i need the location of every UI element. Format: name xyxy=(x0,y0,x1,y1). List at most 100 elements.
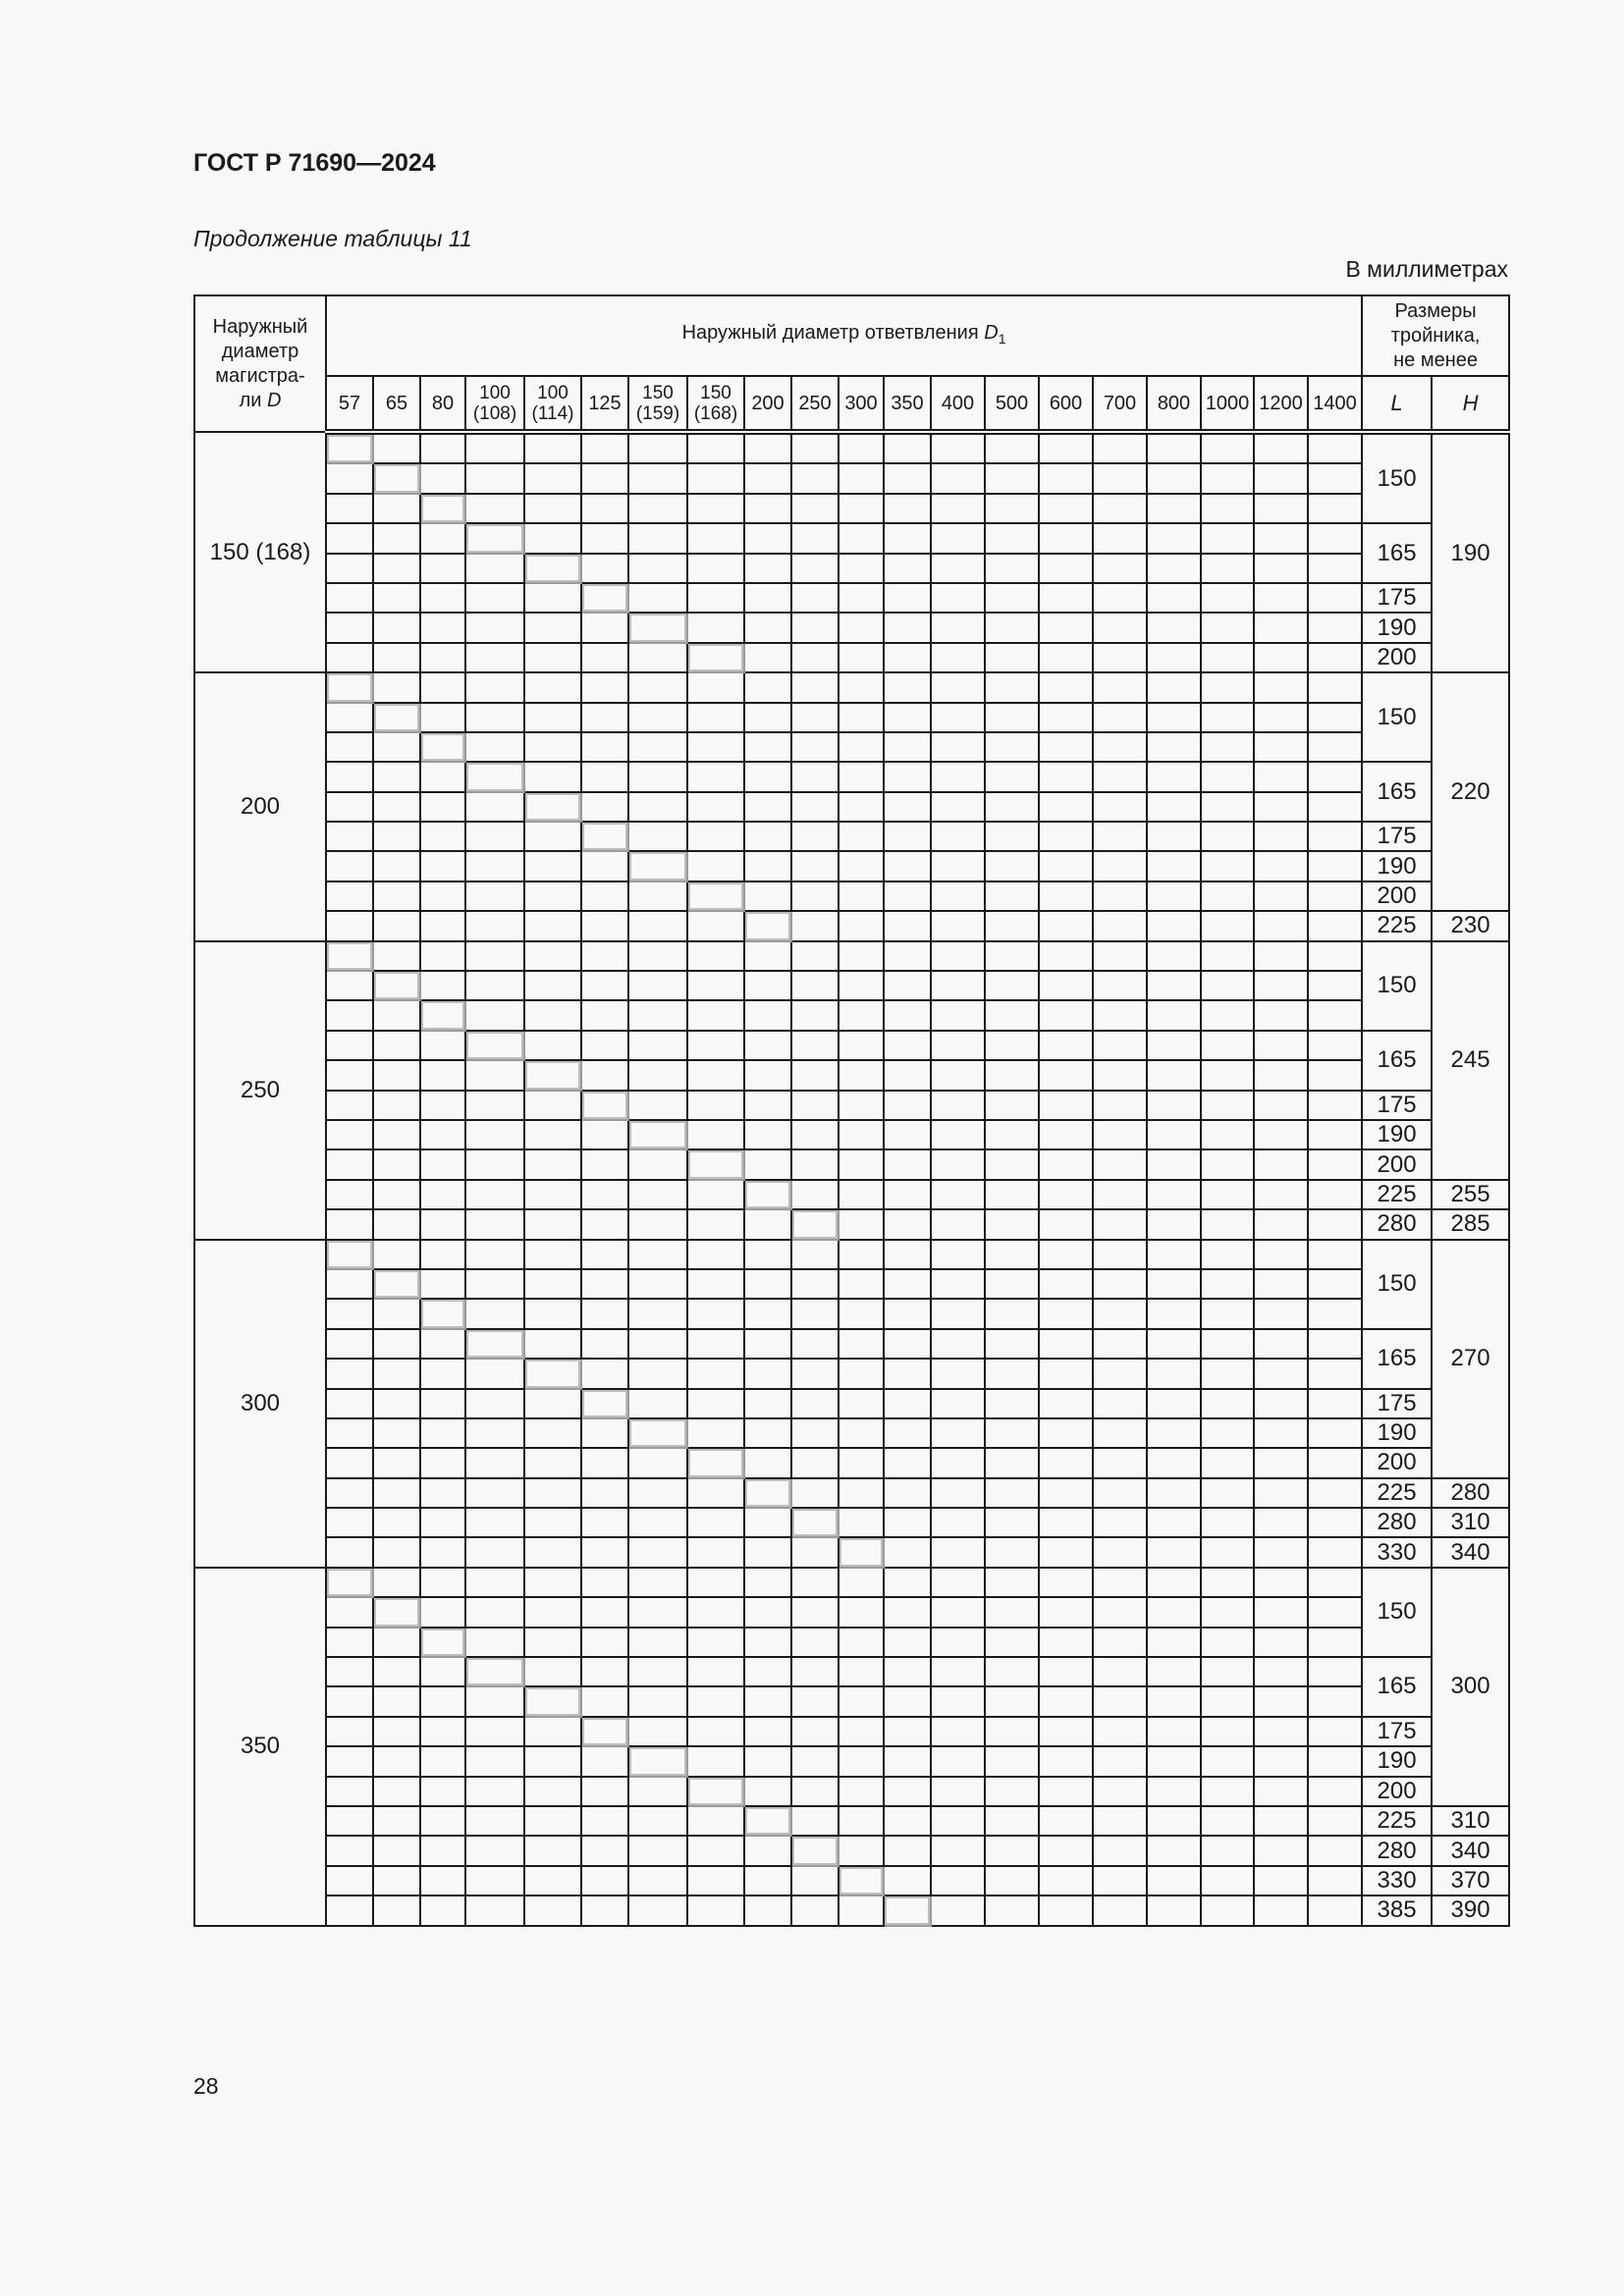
branch-cell xyxy=(1200,1029,1255,1062)
branch-cell xyxy=(883,1507,932,1539)
branch-cell xyxy=(1306,1685,1364,1718)
length-L-cell: 175 xyxy=(1361,581,1434,614)
branch-cell xyxy=(883,1536,932,1569)
branch-cell xyxy=(627,1208,688,1241)
height-H-cell: 340 xyxy=(1431,1536,1511,1569)
height-H-cell: 245 xyxy=(1431,939,1511,1181)
branch-cell xyxy=(1253,1089,1309,1121)
branch-cell xyxy=(1038,1148,1094,1181)
branch-cell xyxy=(1092,1775,1148,1807)
branch-cell xyxy=(838,612,885,644)
branch-cell xyxy=(325,1507,374,1539)
branch-cell xyxy=(930,761,986,793)
branch-cell xyxy=(580,1476,629,1510)
branch-cell xyxy=(790,1208,839,1241)
branch-cell xyxy=(1038,430,1094,465)
table-row xyxy=(194,701,1509,733)
branch-cell xyxy=(627,430,688,465)
branch-cell xyxy=(580,730,629,764)
branch-cell xyxy=(1306,1267,1364,1301)
branch-cell xyxy=(1146,1507,1202,1539)
branch-cell xyxy=(372,1596,421,1629)
branch-cell xyxy=(580,1835,629,1867)
branch-cell xyxy=(464,1059,525,1092)
branch-cell xyxy=(372,671,421,704)
branch-cell xyxy=(1092,1089,1148,1121)
branch-cell xyxy=(790,1507,839,1539)
branch-cell xyxy=(984,1387,1040,1419)
branch-cell xyxy=(1038,730,1094,764)
branch-cell xyxy=(686,671,745,704)
branch-cell xyxy=(838,1507,885,1539)
branch-cell xyxy=(883,1059,932,1092)
branch-cell xyxy=(464,1715,525,1748)
branch-cell xyxy=(1038,1447,1094,1479)
branch-cell xyxy=(930,910,986,942)
branch-cell xyxy=(419,1416,466,1450)
branch-cell xyxy=(790,1895,839,1927)
table-row: 165 xyxy=(194,1327,1509,1390)
branch-cell xyxy=(1306,850,1364,882)
branch-cell xyxy=(523,1685,582,1718)
branch-cell xyxy=(325,910,374,942)
branch-cell xyxy=(790,1118,839,1151)
branch-cell xyxy=(1092,1238,1148,1270)
branch-cell xyxy=(790,1656,839,1688)
branch-cell xyxy=(1200,1507,1255,1539)
branch-cell xyxy=(1092,1864,1148,1897)
branch-cell xyxy=(325,581,374,614)
branch-cell xyxy=(1146,1447,1202,1479)
branch-cell xyxy=(790,910,839,942)
branch-cell xyxy=(1146,730,1202,764)
branch-cell xyxy=(464,552,525,584)
branch-cell xyxy=(883,612,932,644)
header-branch-col: 200 xyxy=(743,375,792,435)
branch-cell xyxy=(790,1358,839,1390)
branch-cell xyxy=(419,999,466,1032)
branch-cell xyxy=(1200,910,1255,942)
branch-cell xyxy=(419,1089,466,1121)
branch-cell xyxy=(419,1835,466,1867)
branch-cell xyxy=(883,641,932,674)
branch-cell xyxy=(790,1416,839,1450)
branch-cell xyxy=(419,1536,466,1569)
branch-cell xyxy=(743,1267,792,1301)
branch-cell xyxy=(627,1238,688,1270)
branch-cell xyxy=(883,970,932,1002)
branch-cell xyxy=(1146,1059,1202,1092)
branch-cell xyxy=(1306,1536,1364,1569)
table-row xyxy=(194,1358,1509,1390)
branch-cell xyxy=(883,1626,932,1659)
table-row: 165 xyxy=(194,1029,1509,1092)
branch-cell xyxy=(1253,910,1309,942)
branch-cell xyxy=(1306,761,1364,793)
branch-cell xyxy=(1146,612,1202,644)
branch-cell xyxy=(419,1298,466,1330)
branch-cell xyxy=(325,1178,374,1211)
branch-cell xyxy=(1200,1358,1255,1390)
branch-cell xyxy=(930,880,986,913)
branch-cell xyxy=(464,430,525,465)
branch-cell xyxy=(686,1148,745,1181)
branch-cell xyxy=(743,671,792,704)
branch-cell xyxy=(1306,730,1364,764)
branch-cell xyxy=(930,1298,986,1330)
branch-cell xyxy=(1146,1178,1202,1211)
branch-cell xyxy=(580,1715,629,1748)
branch-cell xyxy=(984,552,1040,584)
branch-cell xyxy=(1253,970,1309,1002)
branch-cell xyxy=(1146,821,1202,853)
branch-cell xyxy=(325,430,374,465)
branch-cell xyxy=(372,821,421,853)
branch-cell xyxy=(1038,1416,1094,1450)
branch-cell xyxy=(419,880,466,913)
branch-cell xyxy=(1200,790,1255,824)
branch-cell xyxy=(743,939,792,973)
branch-cell xyxy=(627,701,688,733)
branch-cell xyxy=(580,1029,629,1062)
branch-cell xyxy=(1092,1387,1148,1419)
branch-cell xyxy=(372,1118,421,1151)
branch-cell xyxy=(580,701,629,733)
branch-cell xyxy=(790,1327,839,1361)
branch-cell xyxy=(686,462,745,495)
